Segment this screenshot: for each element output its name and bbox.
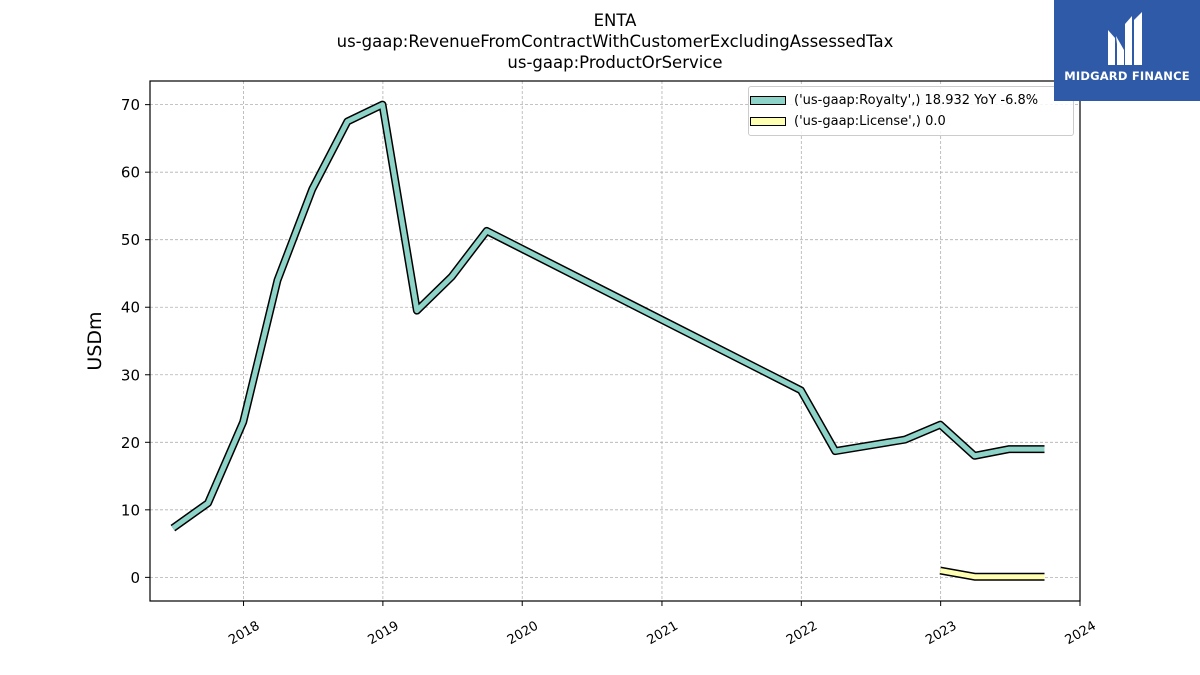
midgard-logo-icon	[1108, 12, 1142, 65]
chart-title: ENTA	[593, 11, 637, 30]
legend-item-license: ('us-gaap:License',) 0.0	[749, 111, 946, 131]
logo-text: MIDGARD FINANCE	[1064, 69, 1190, 83]
midgard-finance-logo: MIDGARD FINANCE	[1054, 0, 1200, 101]
x-tick-label: 2022	[784, 619, 820, 649]
y-axis-label: USDm	[84, 311, 106, 370]
y-tick-label: 0	[130, 569, 140, 587]
y-tick-label: 30	[121, 366, 140, 384]
y-tick-label: 60	[121, 164, 140, 182]
legend-label-license: ('us-gaap:License',) 0.0	[794, 113, 946, 129]
plot-frame	[149, 80, 1081, 602]
x-tick-label: 2024	[1063, 619, 1099, 649]
legend-item-royalty: ('us-gaap:Royalty',) 18.932 YoY -6.8%	[749, 90, 1038, 110]
y-tick-label: 40	[121, 299, 140, 317]
series-outline-0	[170, 100, 1045, 532]
x-tick-label: 2023	[923, 619, 959, 649]
y-tick-label: 50	[121, 231, 140, 249]
y-tick-label: 10	[121, 501, 140, 519]
chart-title-block: ENTA us-gaap:RevenueFromContractWithCust…	[0, 10, 1200, 73]
y-tick-label: 20	[121, 434, 140, 452]
legend: ('us-gaap:Royalty',) 18.932 YoY -6.8% ('…	[748, 86, 1074, 136]
x-tick-label: 2020	[505, 619, 541, 649]
series-line-0	[171, 102, 1045, 531]
chart-subtitle-line-2: us-gaap:ProductOrService	[507, 53, 723, 72]
legend-swatch-license	[750, 116, 786, 126]
y-tick-label: 70	[121, 96, 140, 114]
legend-label-royalty: ('us-gaap:Royalty',) 18.932 YoY -6.8%	[794, 92, 1039, 108]
series-line-1	[939, 568, 1045, 580]
x-tick-label: 2019	[366, 619, 402, 649]
x-tick-label: 2018	[226, 619, 262, 649]
chart-subtitle-line-1: us-gaap:RevenueFromContractWithCustomerE…	[336, 32, 894, 51]
x-tick-label: 2021	[645, 619, 681, 649]
legend-swatch-royalty	[750, 95, 786, 105]
